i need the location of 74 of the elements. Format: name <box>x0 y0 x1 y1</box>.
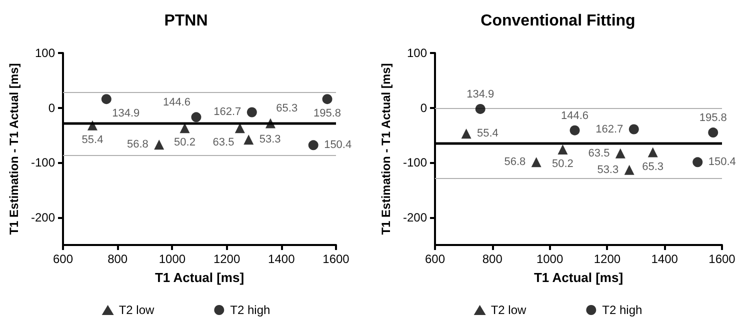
y-tick-label: 100 <box>34 46 56 60</box>
point <box>87 120 98 130</box>
point <box>570 125 580 136</box>
point <box>558 144 568 155</box>
point <box>615 148 626 158</box>
x-tick-label: 1400 <box>268 252 296 266</box>
annotation: 53.3 <box>597 164 619 176</box>
point <box>322 94 332 104</box>
y-tick-label: -200 <box>402 210 428 225</box>
point <box>475 104 486 114</box>
annotation: 63.5 <box>588 147 610 160</box>
y-tick-label: 0 <box>48 100 56 115</box>
annotation: 144.6 <box>561 110 589 122</box>
point <box>531 157 542 168</box>
x-tick-label: 1200 <box>213 252 240 266</box>
point <box>461 128 472 139</box>
point <box>708 128 718 138</box>
legend-label: T2 low <box>118 303 154 317</box>
annotation: 195.8 <box>699 112 727 124</box>
x-tick-label: 1600 <box>322 252 350 266</box>
x-tick-label: 1000 <box>536 252 564 266</box>
y-tick-label: -100 <box>402 156 428 170</box>
chart-title: PTNN <box>164 12 208 30</box>
annotation: 162.7 <box>214 106 242 118</box>
legend-label: T2 high <box>602 303 642 317</box>
point <box>191 112 202 122</box>
annotation: 65.3 <box>276 102 298 115</box>
point <box>648 147 658 158</box>
y-tick-label: -100 <box>30 156 56 170</box>
point <box>628 124 639 134</box>
x-tick-label: 800 <box>108 252 128 266</box>
x-tick-label: 600 <box>52 252 74 266</box>
point <box>624 164 634 175</box>
annotation: 144.6 <box>162 96 190 109</box>
point <box>692 157 703 168</box>
annotation: 134.9 <box>112 108 140 120</box>
annotation: 195.8 <box>314 108 342 120</box>
legend-label: T2 high <box>230 303 270 317</box>
point <box>246 107 257 118</box>
point <box>101 94 112 104</box>
y-tick-label: -200 <box>30 210 56 225</box>
annotation: 63.5 <box>212 136 234 149</box>
x-axis-title: T1 Actual [ms] <box>154 270 244 285</box>
annotation: 134.9 <box>466 88 494 100</box>
y-axis-title: T1 Estimation - T1 Actual [ms] <box>379 63 394 235</box>
point <box>308 140 318 150</box>
chart-title: Conventional Fitting <box>480 12 636 30</box>
x-tick-label: 600 <box>424 252 446 266</box>
legend-label: T2 low <box>490 303 526 317</box>
point <box>244 134 254 145</box>
annotation: 50.2 <box>552 158 574 170</box>
annotation: 53.3 <box>259 134 281 146</box>
point <box>180 123 190 134</box>
point <box>265 118 276 128</box>
x-tick-label: 1400 <box>651 252 678 266</box>
y-axis-title: T1 Estimation - T1 Actual [ms] <box>7 63 22 235</box>
x-tick-label: 1000 <box>158 252 186 266</box>
annotation: 55.4 <box>476 128 498 140</box>
annotation: 50.2 <box>174 136 196 149</box>
annotation: 55.4 <box>82 134 104 146</box>
x-tick-label: 800 <box>482 252 503 266</box>
annotation: 150.4 <box>708 156 736 168</box>
annotation: 56.8 <box>504 156 526 168</box>
x-tick-label: 1600 <box>708 252 736 266</box>
annotation: 162.7 <box>596 123 624 136</box>
annotation: 150.4 <box>324 139 352 152</box>
annotation: 65.3 <box>642 160 664 173</box>
y-tick-label: 0 <box>420 100 428 115</box>
annotation: 56.8 <box>126 138 148 151</box>
point <box>234 123 245 134</box>
point <box>154 140 164 150</box>
x-axis-title: T1 Actual [ms] <box>534 270 624 285</box>
x-tick-label: 1200 <box>594 252 621 266</box>
y-tick-label: 100 <box>406 46 428 60</box>
